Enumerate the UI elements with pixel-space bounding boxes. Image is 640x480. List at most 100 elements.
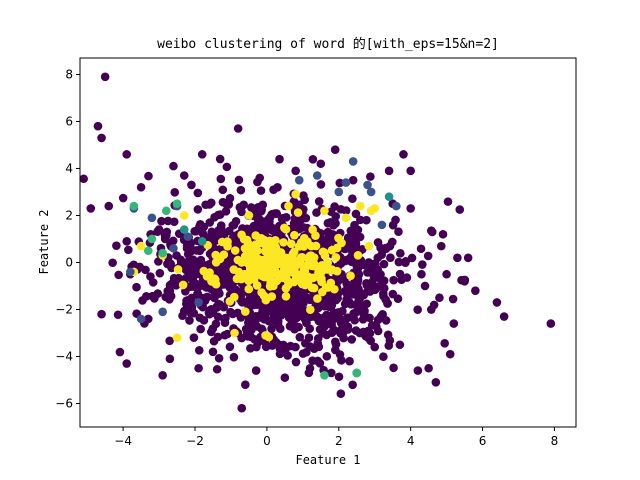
data-point-1 [229, 265, 239, 274]
data-point-0 [455, 205, 465, 214]
data-point-1 [261, 331, 270, 340]
data-point-0 [225, 193, 235, 203]
data-point-1 [210, 274, 219, 283]
data-point-0 [97, 309, 106, 319]
data-point-0 [268, 226, 277, 235]
data-point-0 [305, 324, 315, 334]
data-point-0 [322, 352, 332, 361]
data-point-1 [225, 297, 235, 306]
data-point-1 [300, 267, 310, 276]
data-point-0 [351, 326, 361, 335]
data-point-0 [189, 333, 199, 343]
data-point-0 [165, 336, 174, 346]
data-point-1 [230, 246, 240, 255]
x-tick-label: 6 [479, 434, 487, 448]
points-layer [79, 72, 556, 413]
data-point-0 [244, 298, 253, 307]
data-point-4 [172, 199, 182, 209]
data-point-0 [167, 263, 176, 273]
data-point-0 [273, 183, 282, 192]
x-tick-label: 2 [335, 434, 343, 448]
data-point-1 [341, 213, 351, 223]
data-point-0 [218, 197, 228, 207]
data-point-0 [213, 312, 223, 322]
data-point-0 [546, 319, 556, 328]
data-point-2 [341, 178, 351, 187]
data-point-1 [251, 240, 261, 249]
data-point-0 [208, 347, 218, 357]
data-point-1 [211, 250, 221, 260]
data-point-1 [316, 268, 326, 278]
data-point-1 [346, 271, 355, 281]
data-point-2 [194, 298, 203, 307]
data-point-1 [262, 259, 271, 269]
data-point-1 [268, 255, 278, 265]
data-point-0 [179, 171, 189, 180]
data-point-0 [205, 309, 214, 319]
data-point-0 [272, 209, 282, 218]
data-point-1 [279, 238, 288, 247]
data-point-0 [339, 333, 348, 343]
data-point-0 [264, 316, 274, 326]
data-point-0 [325, 313, 335, 322]
data-point-3 [179, 225, 189, 234]
data-point-1 [136, 241, 146, 251]
data-point-2 [158, 307, 167, 317]
data-point-0 [367, 320, 377, 330]
data-point-0 [442, 269, 451, 279]
data-point-1 [308, 225, 317, 235]
data-point-1 [257, 271, 267, 281]
data-point-1 [307, 283, 317, 293]
data-point-0 [350, 315, 360, 325]
data-point-0 [193, 205, 203, 214]
data-point-0 [371, 259, 380, 269]
data-point-0 [305, 363, 315, 373]
y-tick-label: 4 [65, 161, 73, 175]
data-point-0 [169, 217, 179, 227]
data-point-0 [395, 340, 405, 350]
data-point-0 [418, 260, 427, 269]
chart-title: weibo clustering of word 的[with_eps=15&n… [157, 36, 499, 52]
data-point-1 [291, 256, 301, 266]
data-point-1 [370, 204, 380, 213]
data-point-0 [290, 324, 299, 334]
data-point-1 [287, 239, 296, 249]
data-point-0 [377, 250, 387, 259]
data-point-4 [320, 370, 329, 380]
data-point-0 [355, 232, 365, 242]
data-point-0 [161, 292, 170, 302]
data-point-0 [108, 258, 117, 268]
data-point-0 [313, 303, 323, 313]
x-tick-label: 0 [263, 434, 271, 448]
data-point-0 [358, 315, 368, 324]
data-point-0 [291, 342, 300, 352]
data-point-0 [155, 268, 165, 278]
y-tick-label: 2 [65, 208, 73, 222]
data-point-0 [216, 174, 226, 184]
data-point-0 [362, 280, 372, 290]
data-point-0 [118, 193, 128, 203]
data-point-0 [205, 218, 215, 227]
data-point-0 [211, 319, 221, 329]
data-point-2 [136, 314, 146, 324]
data-point-0 [154, 257, 163, 266]
data-point-0 [236, 185, 246, 195]
x-tick-label: 8 [551, 434, 559, 448]
data-point-3 [197, 237, 207, 246]
y-axis-label: Feature 2 [37, 209, 51, 274]
data-point-0 [325, 302, 334, 312]
data-point-0 [348, 194, 357, 204]
data-point-0 [356, 292, 365, 302]
data-point-0 [237, 296, 246, 306]
data-point-0 [225, 342, 235, 352]
data-point-1 [230, 328, 239, 338]
data-point-0 [222, 162, 232, 172]
data-point-0 [336, 259, 346, 268]
data-point-0 [93, 121, 103, 131]
data-point-1 [202, 271, 212, 281]
data-point-1 [288, 249, 298, 259]
data-point-0 [291, 166, 300, 176]
data-point-0 [160, 231, 170, 240]
data-point-1 [179, 211, 189, 220]
data-point-0 [229, 352, 239, 362]
